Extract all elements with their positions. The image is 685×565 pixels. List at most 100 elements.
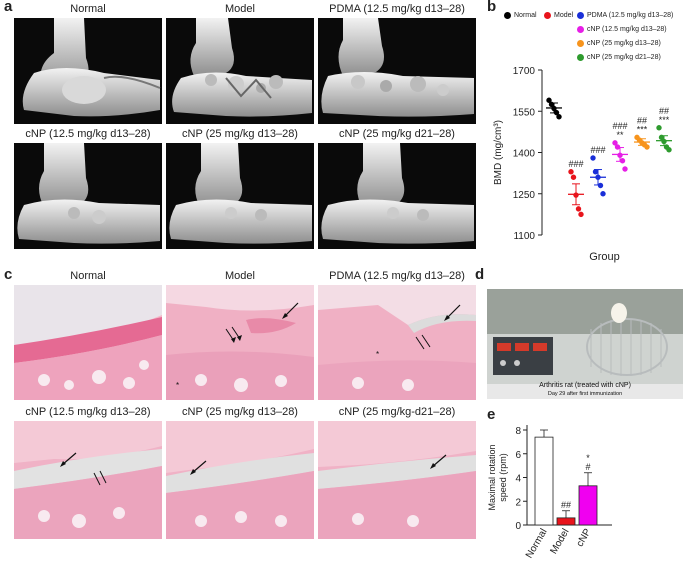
panel-c-title-cnp-12: cNP (12.5 mg/kg d13–28)	[25, 406, 151, 418]
chart-b-legend-marker	[577, 26, 584, 33]
chart-b-y-tick-label: 1250	[513, 190, 536, 201]
chart-b-data-point	[590, 155, 596, 161]
chart-b-y-tick-label: 1100	[513, 231, 535, 242]
panel-a-title-cnp-12: cNP (12.5 mg/kg d13–28)	[25, 128, 151, 140]
chart-b-data-point	[575, 206, 582, 212]
chart-b-data-point	[556, 114, 562, 120]
panel-c-label: c	[4, 266, 13, 283]
histology-pdma: *	[318, 285, 476, 400]
chart-b-y-tick-label: 1550	[513, 107, 536, 118]
panel-a-title-pdma: PDMA (12.5 mg/kg d13–28)	[329, 3, 465, 15]
chart-b-data-point	[600, 191, 606, 197]
chart-b-data-point	[622, 166, 628, 172]
chart-e-y-tick-label: 2	[515, 497, 521, 508]
chart-b-legend-marker	[577, 40, 584, 47]
chart-b-legend-label: Model	[554, 12, 574, 19]
chart-e-y-tick-label: 0	[515, 521, 521, 532]
chart-e-significance-label: ##	[561, 500, 571, 510]
panel-e-label: e	[487, 406, 496, 423]
chart-b-significance-label: ###	[612, 121, 627, 131]
chart-b-significance-label: ##	[659, 106, 669, 116]
chart-b-legend-item: cNP (12.5 mg/kg d13–28)	[577, 26, 667, 33]
chart-b-legend-label: cNP (25 mg/kg d13–28)	[587, 40, 661, 47]
photo-caption-line2: Day 29 after first immunization	[547, 391, 623, 397]
ct-image-cnp-25-d21	[318, 143, 476, 249]
chart-b-legend-item: cNP (25 mg/kg d21–28)	[577, 54, 661, 61]
panel-c-title-model: Model	[225, 270, 255, 282]
chart-b-significance-label: ***	[659, 115, 670, 125]
chart-b-data-point	[619, 158, 626, 164]
chart-b-data-point	[592, 169, 599, 175]
chart-b-legend-marker	[544, 12, 551, 19]
ct-image-normal	[14, 18, 162, 124]
histology-cnp-25-d21	[318, 421, 476, 539]
chart-b-legend-label: PDMA (12.5 mg/kg d13–28)	[587, 12, 674, 19]
panel-a-title-cnp-25-d13: cNP (25 mg/kg d13–28)	[182, 128, 298, 140]
chart-b-y-axis-title: BMD (mg/cm³)	[493, 120, 504, 185]
chart-b-data-point	[578, 211, 584, 218]
histology-model-asterisk: *	[176, 381, 179, 390]
chart-b-data-point	[546, 97, 552, 103]
chart-e-y-tick-label: 8	[515, 426, 521, 437]
chart-b-data-point	[597, 182, 604, 189]
panel-a-label: a	[4, 0, 13, 15]
photo-rotarod: Arthritis rat (treated with cNP) Day 29 …	[487, 289, 683, 399]
chart-b-data-point	[568, 169, 574, 175]
panel-d-label: d	[475, 266, 485, 283]
chart-b-legend-marker	[504, 12, 511, 19]
ct-image-cnp-25-d13	[166, 143, 314, 249]
chart-b-significance-label: ***	[637, 124, 648, 134]
chart-b-data-point	[666, 147, 672, 153]
chart-b-significance-label: **	[616, 130, 624, 140]
photo-caption-line1: Arthritis rat (treated with cNP)	[539, 382, 631, 389]
chart-b-data-point	[656, 125, 662, 131]
panel-a-title-cnp-25-d21: cNP (25 mg/kg d21–28)	[339, 128, 455, 140]
histology-cnp-25-d13	[166, 421, 314, 539]
chart-e-significance-label: *	[586, 453, 590, 463]
chart-e-y-tick-label: 4	[515, 474, 521, 485]
panel-b-label: b	[487, 0, 497, 15]
chart-e-y-axis-title: speed (rpm)	[498, 453, 508, 502]
chart-b-y-tick-label: 1700	[513, 66, 536, 77]
chart-e-category-label: Normal	[524, 527, 550, 560]
chart-b-legend-item: Normal	[504, 12, 537, 19]
chart-e-bar	[556, 517, 576, 526]
chart-b-significance-label: ##	[637, 115, 647, 125]
panel-c-title-cnp-25-d21: cNP (25 mg/kg-d21–28)	[338, 406, 456, 418]
chart-b-legend-marker	[577, 12, 584, 19]
chart-b-data-point	[612, 140, 618, 146]
chart-b-legend-marker	[577, 54, 584, 61]
chart-e-bar	[534, 436, 554, 526]
histology-cnp-12	[14, 421, 162, 539]
chart-b-legend-label: cNP (25 mg/kg d21–28)	[587, 54, 661, 61]
chart-b-legend-label: Normal	[514, 12, 537, 19]
panel-c-title-cnp-25-d13: cNP (25 mg/kg d13–28)	[182, 406, 298, 418]
chart-e-category-label: cNP	[575, 527, 594, 549]
panel-c-title-pdma: PDMA (12.5 mg/kg d13–28)	[329, 270, 465, 282]
chart-e-category-label: Model	[548, 527, 571, 556]
chart-b-x-axis-title: Group	[589, 251, 620, 263]
chart-b-data-point	[614, 144, 621, 150]
chart-b-legend-item: PDMA (12.5 mg/kg d13–28)	[577, 12, 673, 19]
ct-image-cnp-12	[14, 143, 162, 249]
chart-e-y-tick-label: 6	[515, 450, 521, 461]
chart-b-significance-label: ###	[590, 145, 605, 155]
histology-model: *	[166, 285, 314, 400]
chart-b-y-tick-label: 1400	[513, 149, 536, 160]
chart-b-legend-item: Model	[544, 12, 573, 19]
panel-c-title-normal: Normal	[70, 270, 106, 282]
ct-image-model	[166, 18, 314, 124]
chart-b-legend-label: cNP (12.5 mg/kg d13–28)	[587, 26, 667, 33]
chart-b-significance-label: ###	[568, 159, 583, 169]
chart-b-legend-item: cNP (25 mg/kg d13–28)	[577, 40, 661, 47]
ct-image-pdma	[318, 18, 476, 124]
panel-a-title-model: Model	[225, 3, 255, 15]
histology-pdma-asterisk: *	[376, 350, 379, 359]
panel-a-title-normal: Normal	[70, 3, 106, 15]
chart-e-significance-label: #	[585, 462, 590, 472]
histology-normal	[14, 285, 162, 400]
chart-e-bar	[578, 485, 598, 526]
chart-b-data-point	[570, 174, 577, 180]
